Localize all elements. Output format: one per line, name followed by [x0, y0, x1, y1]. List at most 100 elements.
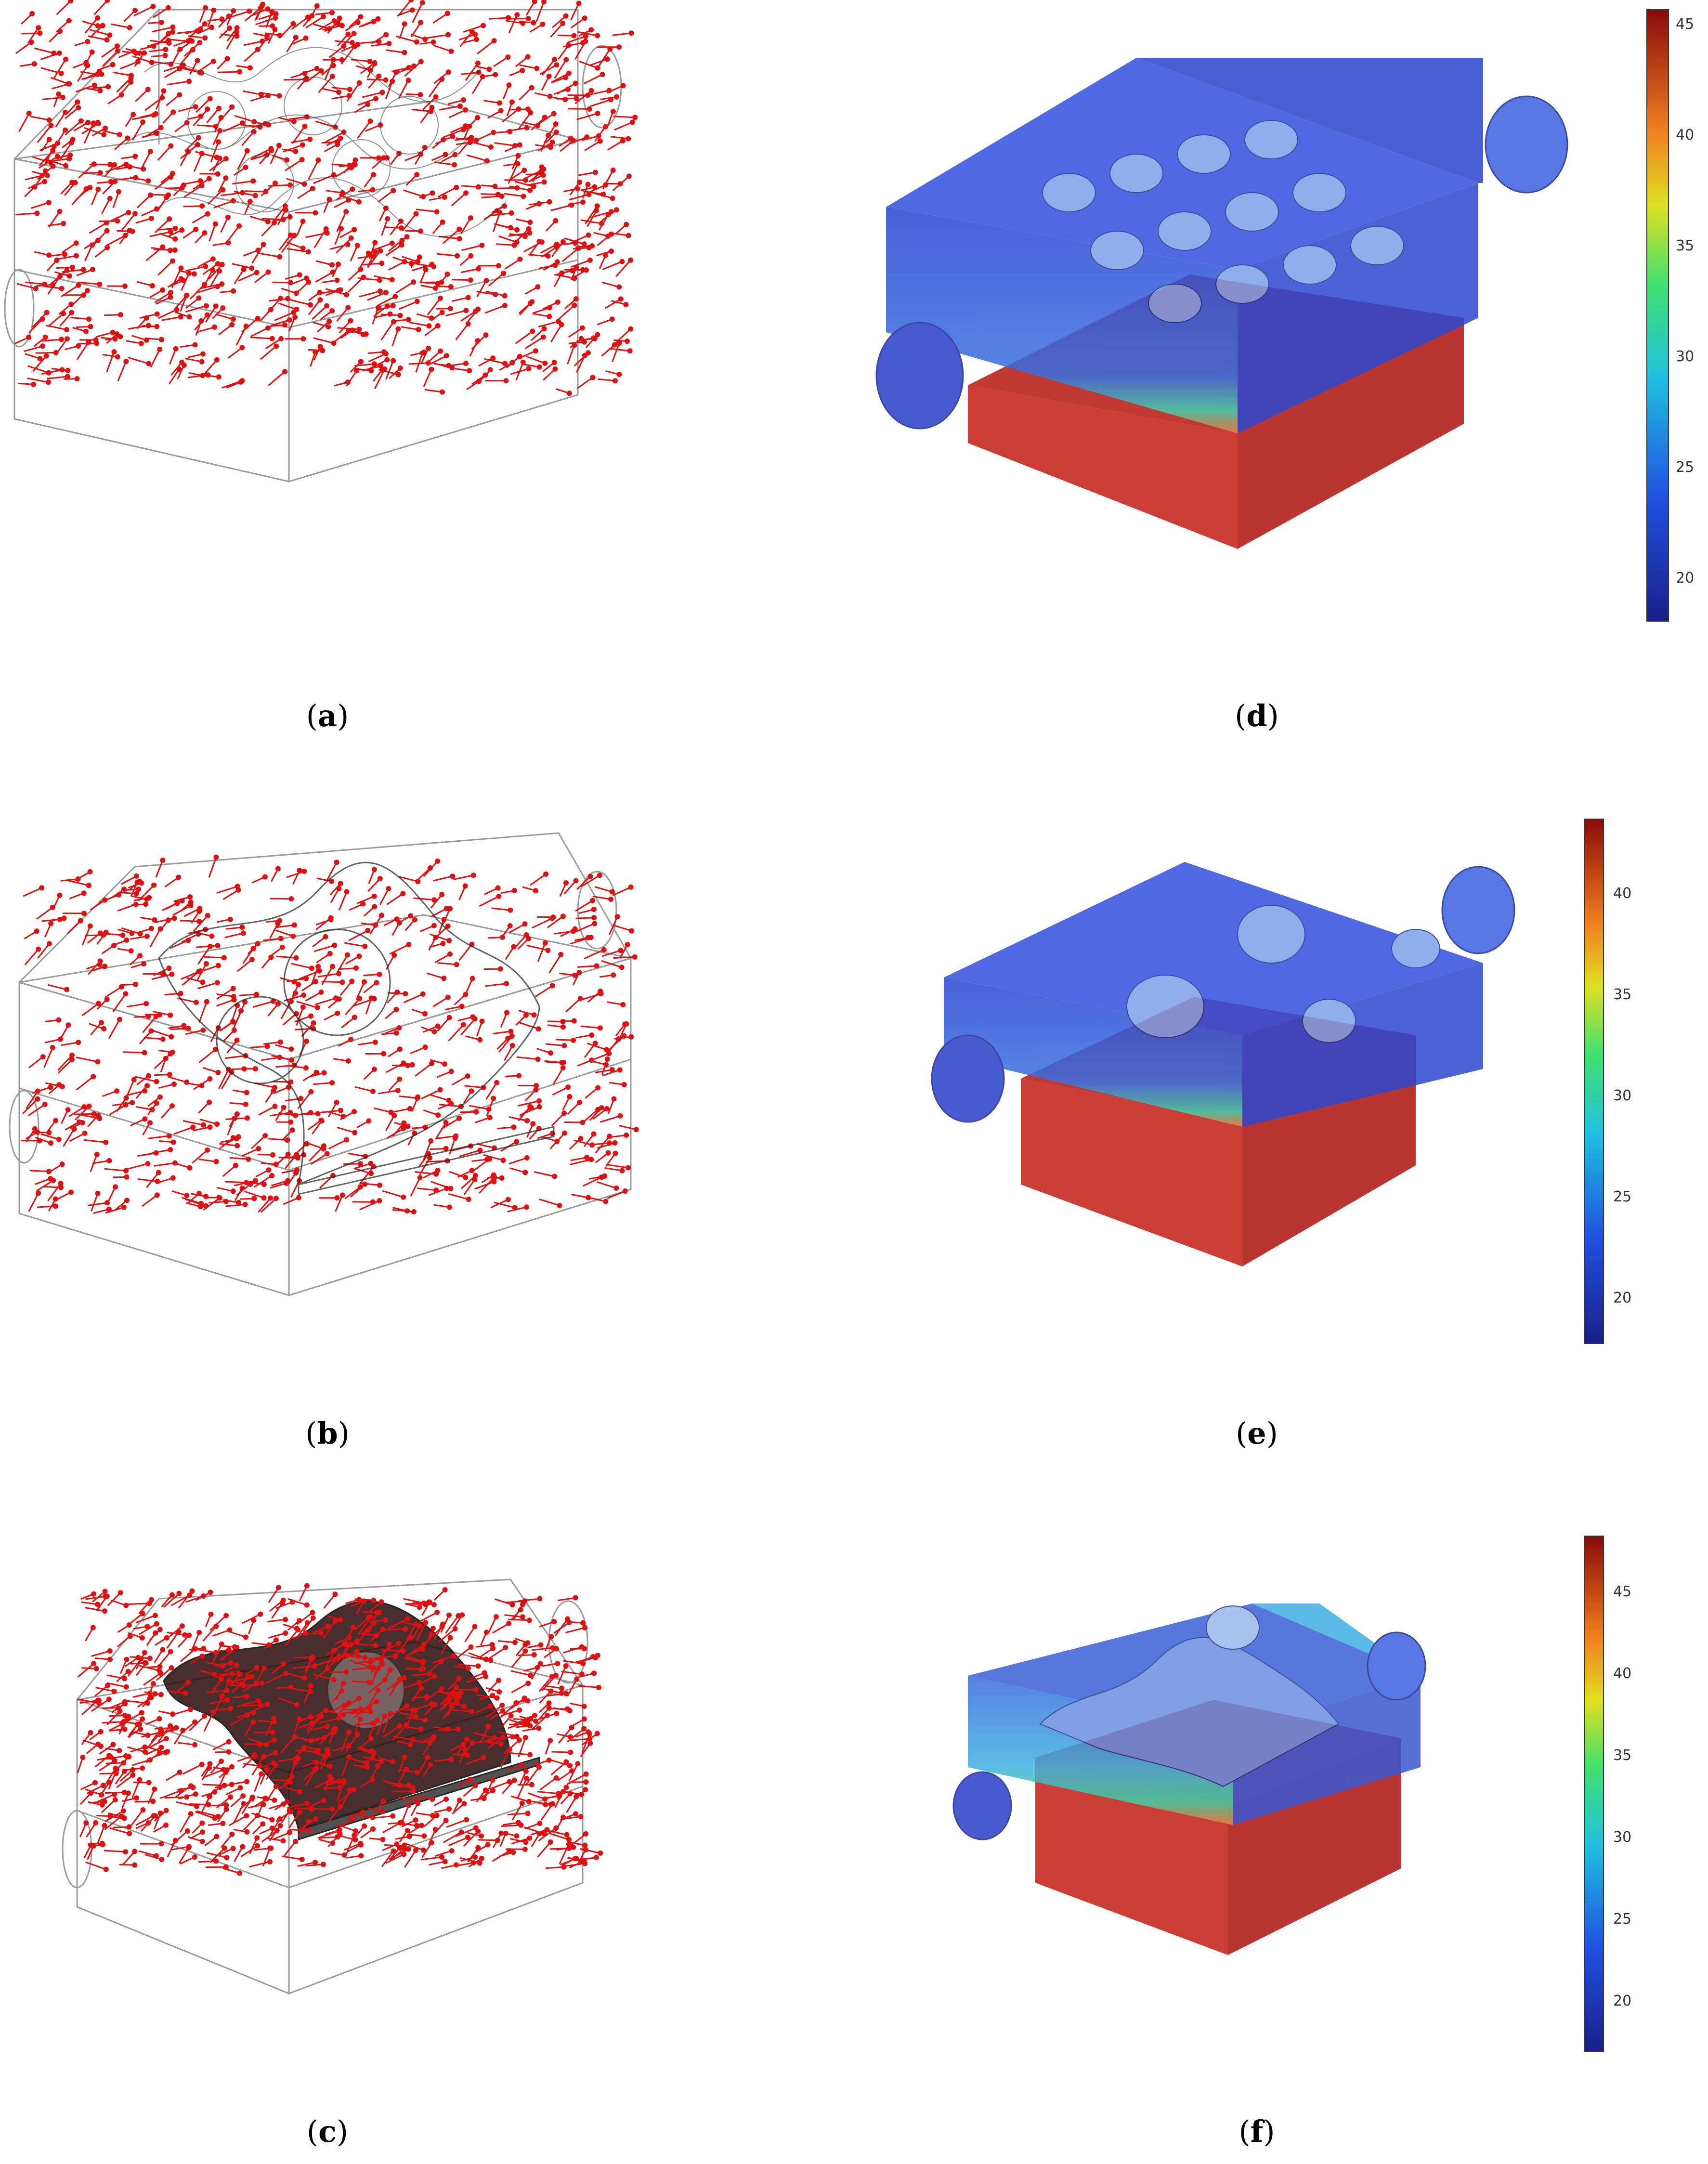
velocity-arrow: [357, 1630, 368, 1643]
velocity-arrow-head: [250, 1710, 256, 1716]
velocity-arrow: [116, 1774, 133, 1788]
velocity-arrow-head: [341, 129, 347, 135]
velocity-arrow-head: [48, 1140, 53, 1146]
velocity-arrow: [203, 1712, 214, 1732]
velocity-arrow-head: [618, 948, 624, 953]
velocity-arrow-head: [630, 119, 635, 125]
velocity-arrow: [508, 1752, 530, 1756]
velocity-arrow-head: [243, 1101, 248, 1107]
velocity-arrow: [128, 356, 149, 365]
velocity-arrow: [84, 52, 93, 67]
velocity-arrow-head: [287, 232, 293, 238]
velocity-arrow-head: [296, 982, 301, 988]
velocity-arrow: [215, 1662, 231, 1667]
velocity-arrow-head: [542, 115, 548, 120]
velocity-arrow-head: [96, 1001, 101, 1006]
velocity-arrow-head: [166, 1133, 172, 1139]
velocity-arrow: [182, 67, 200, 73]
panel-b-drawing: [9, 832, 639, 1297]
velocity-arrow-head: [571, 1037, 576, 1043]
velocity-arrow: [184, 357, 202, 363]
velocity-arrow-head: [213, 1159, 219, 1164]
velocity-arrow: [484, 358, 505, 365]
velocity-arrow-head: [184, 1828, 190, 1834]
velocity-arrow-head: [68, 1189, 74, 1195]
velocity-arrow: [590, 99, 611, 107]
velocity-arrow-head: [167, 216, 172, 222]
velocity-arrow-head: [255, 941, 261, 947]
velocity-arrow-head: [434, 209, 440, 215]
velocity-arrow-head: [158, 1692, 164, 1697]
velocity-arrow-head: [379, 261, 385, 266]
svg-text:35: 35: [1613, 986, 1631, 1003]
velocity-arrow-head: [256, 1763, 262, 1769]
velocity-arrow-head: [285, 296, 291, 301]
velocity-arrow-head: [106, 1753, 112, 1759]
velocity-arrow: [403, 993, 423, 1004]
velocity-arrow: [489, 17, 508, 20]
velocity-arrow: [132, 1693, 150, 1698]
velocity-arrow: [91, 189, 99, 206]
velocity-arrow-head: [383, 1617, 389, 1623]
velocity-arrow-head: [190, 1785, 196, 1790]
velocity-arrow-head: [313, 979, 319, 984]
velocity-arrow-head: [244, 148, 250, 154]
velocity-arrow: [109, 1827, 130, 1835]
velocity-arrow: [106, 1682, 127, 1688]
velocity-arrow: [326, 190, 343, 194]
velocity-arrow-head: [292, 1734, 298, 1740]
velocity-arrow-head: [367, 118, 373, 124]
velocity-arrow: [28, 318, 43, 334]
velocity-arrow-head: [610, 168, 616, 173]
velocity-arrow: [314, 1778, 332, 1788]
velocity-arrow: [464, 1085, 484, 1089]
velocity-arrow-head: [414, 172, 420, 178]
velocity-arrow: [237, 1754, 255, 1762]
velocity-arrow: [36, 907, 53, 920]
velocity-arrow-head: [247, 198, 253, 204]
velocity-arrow: [209, 1699, 228, 1705]
velocity-arrow: [552, 15, 567, 28]
velocity-arrow-head: [123, 1168, 129, 1173]
velocity-arrow: [589, 1053, 610, 1062]
velocity-vector-field: [77, 1583, 603, 1876]
velocity-arrow: [535, 985, 553, 997]
velocity-arrow-head: [251, 1196, 257, 1201]
velocity-arrow-head: [583, 1771, 589, 1777]
velocity-arrow-head: [69, 1056, 75, 1062]
velocity-arrow: [510, 1795, 529, 1802]
velocity-arrow: [59, 255, 77, 260]
velocity-arrow: [121, 875, 137, 885]
velocity-arrow-head: [583, 1831, 588, 1837]
velocity-arrow: [528, 254, 548, 257]
velocity-arrow: [607, 1190, 626, 1199]
velocity-arrow-head: [115, 218, 120, 224]
velocity-arrow: [546, 1693, 566, 1697]
velocity-arrow-head: [180, 1727, 186, 1733]
velocity-arrow-head: [545, 948, 551, 953]
velocity-arrow-head: [281, 1105, 287, 1110]
velocity-arrow: [527, 181, 545, 186]
velocity-arrow: [278, 235, 291, 251]
velocity-arrow-head: [325, 1623, 331, 1629]
velocity-arrow: [595, 1135, 610, 1154]
velocity-arrow-head: [442, 194, 447, 200]
velocity-arrow-head: [315, 1111, 321, 1117]
velocity-arrow-head: [329, 1806, 335, 1812]
velocity-arrow-head: [277, 1823, 283, 1828]
velocity-arrow-head: [527, 1835, 533, 1841]
velocity-arrow-head: [535, 284, 541, 290]
velocity-arrow: [358, 1041, 376, 1045]
velocity-arrow-head: [541, 326, 547, 332]
velocity-arrow: [77, 1663, 94, 1678]
velocity-arrow: [339, 164, 355, 168]
velocity-arrow-head: [526, 1617, 532, 1623]
velocity-arrow-head: [527, 1672, 533, 1678]
velocity-arrow-head: [254, 270, 260, 275]
velocity-arrow: [539, 1690, 552, 1704]
velocity-arrow-head: [126, 209, 131, 215]
velocity-arrow-head: [460, 97, 466, 103]
velocity-arrow-head: [216, 105, 222, 111]
velocity-arrow-head: [560, 913, 566, 919]
velocity-arrow-head: [268, 954, 274, 960]
